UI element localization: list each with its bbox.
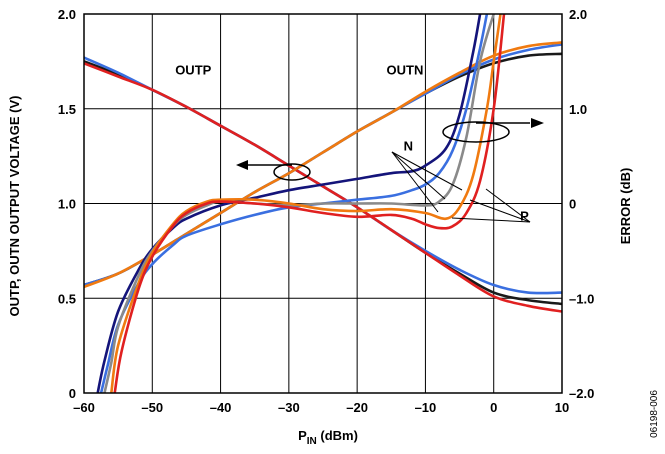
annotation-outn: OUTN (387, 63, 424, 78)
y-left-tick-label: 2.0 (58, 7, 76, 22)
y-left-tick-label: 1.0 (58, 197, 76, 212)
series-line-10 (110, 14, 502, 393)
series-line-1 (84, 60, 562, 306)
right-axis-ellipse (442, 121, 510, 143)
left-axis-ellipse (273, 163, 311, 181)
left-arrow-head (236, 160, 248, 170)
plot-frame (83, 13, 563, 394)
x-tick-label: –40 (210, 400, 232, 415)
y-right-tick-label: 2.0 (569, 7, 587, 22)
y-left-tick-label: 0 (69, 386, 76, 401)
tick-labels: –60 –50 –40 –30 –20 –10 0 10 0 0.5 1.0 1.5 2.0 –2.0 –1… (58, 7, 594, 415)
series-line-11 (113, 14, 506, 393)
y-right-tick-label: 1.0 (569, 102, 587, 117)
y-right-tick-label: –2.0 (569, 386, 594, 401)
annotation-arrows (236, 118, 544, 223)
annotation-n: N (404, 138, 413, 153)
series-line-6 (84, 41, 562, 289)
curve-annotations: OUTP OUTN N P (175, 63, 529, 224)
y-axis-left-title: OUTP, OUTN OUTPUT VOLTAGE (V) (7, 96, 22, 317)
x-tick-label: 0 (490, 400, 497, 415)
y-right-tick-label: –1.0 (569, 291, 594, 306)
y-left-tick-label: 1.5 (58, 102, 76, 117)
y-axis-right-title: ERROR (dB) (618, 168, 633, 245)
x-tick-label: –30 (278, 400, 300, 415)
x-axis-title-subscript: IN (307, 436, 317, 447)
x-tick-label: –10 (415, 400, 437, 415)
annotation-p: P (520, 209, 529, 224)
series-line-7 (96, 14, 482, 393)
right-arrow-head (531, 118, 544, 128)
x-tick-label: –60 (73, 400, 95, 415)
figure-id: 06198-006 (649, 390, 660, 438)
p-pointer-line (469, 199, 531, 223)
n-pointer-line (391, 151, 439, 213)
p-pointer-line (451, 217, 531, 223)
p-pointer-line (485, 188, 531, 223)
annotation-outp: OUTP (175, 63, 211, 78)
series-line-3 (84, 62, 562, 313)
x-axis-title-rest: (dBm) (317, 428, 358, 443)
n-pointer-line (391, 151, 463, 191)
x-tick-label: 10 (555, 400, 569, 415)
x-tick-label: –50 (141, 400, 163, 415)
y-right-tick-label: 0 (569, 197, 576, 212)
n-pointer-line (391, 151, 446, 200)
x-axis-title: PIN (dBm) (298, 428, 358, 447)
x-tick-label: –20 (346, 400, 368, 415)
x-axis-title-main: P (298, 428, 307, 443)
y-left-tick-label: 0.5 (58, 291, 76, 306)
